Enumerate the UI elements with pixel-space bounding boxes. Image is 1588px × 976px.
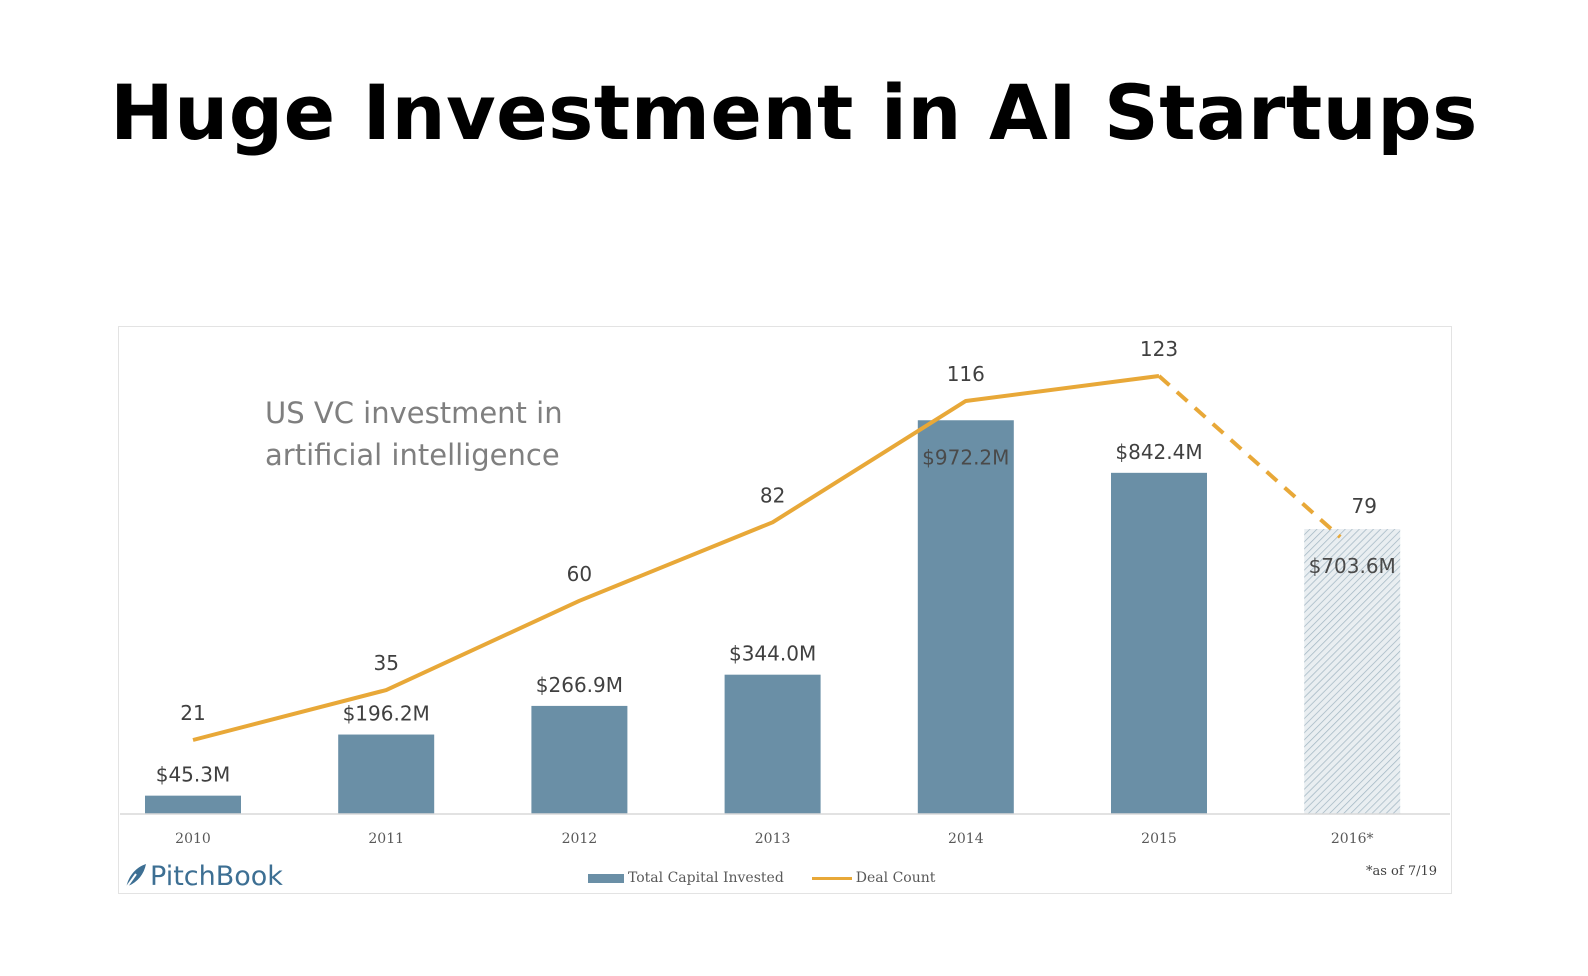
bar-2015 bbox=[1111, 472, 1207, 814]
bar-value-label: $196.2M bbox=[343, 702, 430, 726]
deal-count-dashed-segment bbox=[1157, 374, 1342, 539]
legend-label-deal-count: Deal Count bbox=[855, 870, 936, 886]
deal-count-label: 123 bbox=[1140, 337, 1178, 361]
x-tick-label: 2011 bbox=[368, 831, 404, 847]
bar-value-label: $344.0M bbox=[729, 642, 816, 666]
legend-item-capital: Total Capital Invested bbox=[588, 870, 784, 886]
x-tick-label: 2016* bbox=[1331, 831, 1374, 847]
pitchbook-leaf-icon bbox=[125, 864, 146, 889]
bar-value-label: $703.6M bbox=[1309, 554, 1396, 578]
bar-value-label: $266.9M bbox=[536, 673, 623, 697]
deal-count-label: 21 bbox=[180, 701, 205, 725]
deal-count-line bbox=[192, 374, 1160, 742]
bar-2016 bbox=[1304, 529, 1401, 814]
pitchbook-logo-text: PitchBook bbox=[150, 860, 283, 892]
x-tick-label: 2013 bbox=[755, 831, 791, 847]
deal-count-label: 60 bbox=[567, 562, 592, 586]
deal-count-label: 79 bbox=[1351, 494, 1376, 518]
chart-legend: Total Capital Invested Deal Count bbox=[588, 868, 963, 888]
legend-swatch-bar bbox=[588, 873, 624, 883]
legend-swatch-line bbox=[811, 876, 852, 880]
pitchbook-logo: PitchBook bbox=[122, 858, 283, 894]
bar-2011 bbox=[338, 734, 435, 814]
x-tick-label: 2015 bbox=[1141, 831, 1177, 847]
page-title: Huge Investment in AI Startups bbox=[110, 68, 1478, 157]
legend-item-deal-count: Deal Count bbox=[811, 870, 936, 886]
bar-value-label: $45.3M bbox=[156, 763, 231, 787]
legend-label-capital: Total Capital Invested bbox=[628, 870, 784, 886]
x-tick-label: 2010 bbox=[175, 831, 211, 847]
deal-count-label: 116 bbox=[947, 362, 985, 386]
bar-2013 bbox=[724, 674, 821, 814]
bar-value-label: $842.4M bbox=[1115, 440, 1202, 464]
bar-value-label: $972.2M bbox=[922, 445, 1009, 469]
deal-count-label: 82 bbox=[760, 483, 785, 507]
chart-footnote: *as of 7/19 bbox=[1366, 864, 1438, 879]
bar-2010 bbox=[145, 795, 241, 814]
x-tick-label: 2012 bbox=[562, 831, 598, 847]
bar-2012 bbox=[531, 705, 628, 814]
x-tick-label: 2014 bbox=[948, 831, 984, 847]
bar-2014 bbox=[917, 420, 1014, 814]
chart-subtitle: US VC investment in artificial intellige… bbox=[265, 396, 563, 472]
deal-count-label: 35 bbox=[373, 651, 398, 675]
